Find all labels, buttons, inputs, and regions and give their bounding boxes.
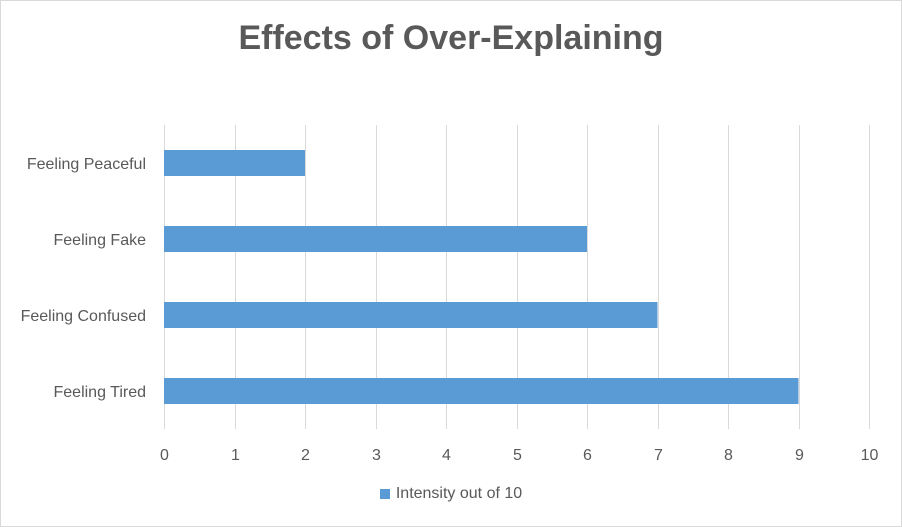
x-tick-label: 0 [160,447,169,464]
x-tick-label: 9 [795,447,804,464]
x-tick-label: 4 [442,447,451,464]
bar-feeling-confused [164,302,658,328]
category-label: Feeling Tired [54,384,147,401]
category-label: Feeling Confused [21,308,146,325]
category-label: Feeling Peaceful [27,156,146,173]
x-tick-label: 8 [724,447,733,464]
legend-label: Intensity out of 10 [395,485,523,502]
x-tick-label: 7 [654,447,663,464]
x-tick-label: 2 [301,447,310,464]
bar-feeling-peaceful [164,150,305,176]
x-tick-label: 1 [231,447,240,464]
bar-feeling-tired [164,378,799,404]
x-tick-label: 5 [513,447,522,464]
x-tick-label: 6 [583,447,592,464]
bar-feeling-fake [164,226,587,252]
legend-swatch [379,489,390,499]
chart-title: Effects of Over-Explaining [238,19,664,57]
x-tick-label: 10 [861,447,879,464]
x-tick-label: 3 [372,447,381,464]
legend: Intensity out of 10 [1,485,901,503]
category-label: Feeling Fake [54,232,147,249]
